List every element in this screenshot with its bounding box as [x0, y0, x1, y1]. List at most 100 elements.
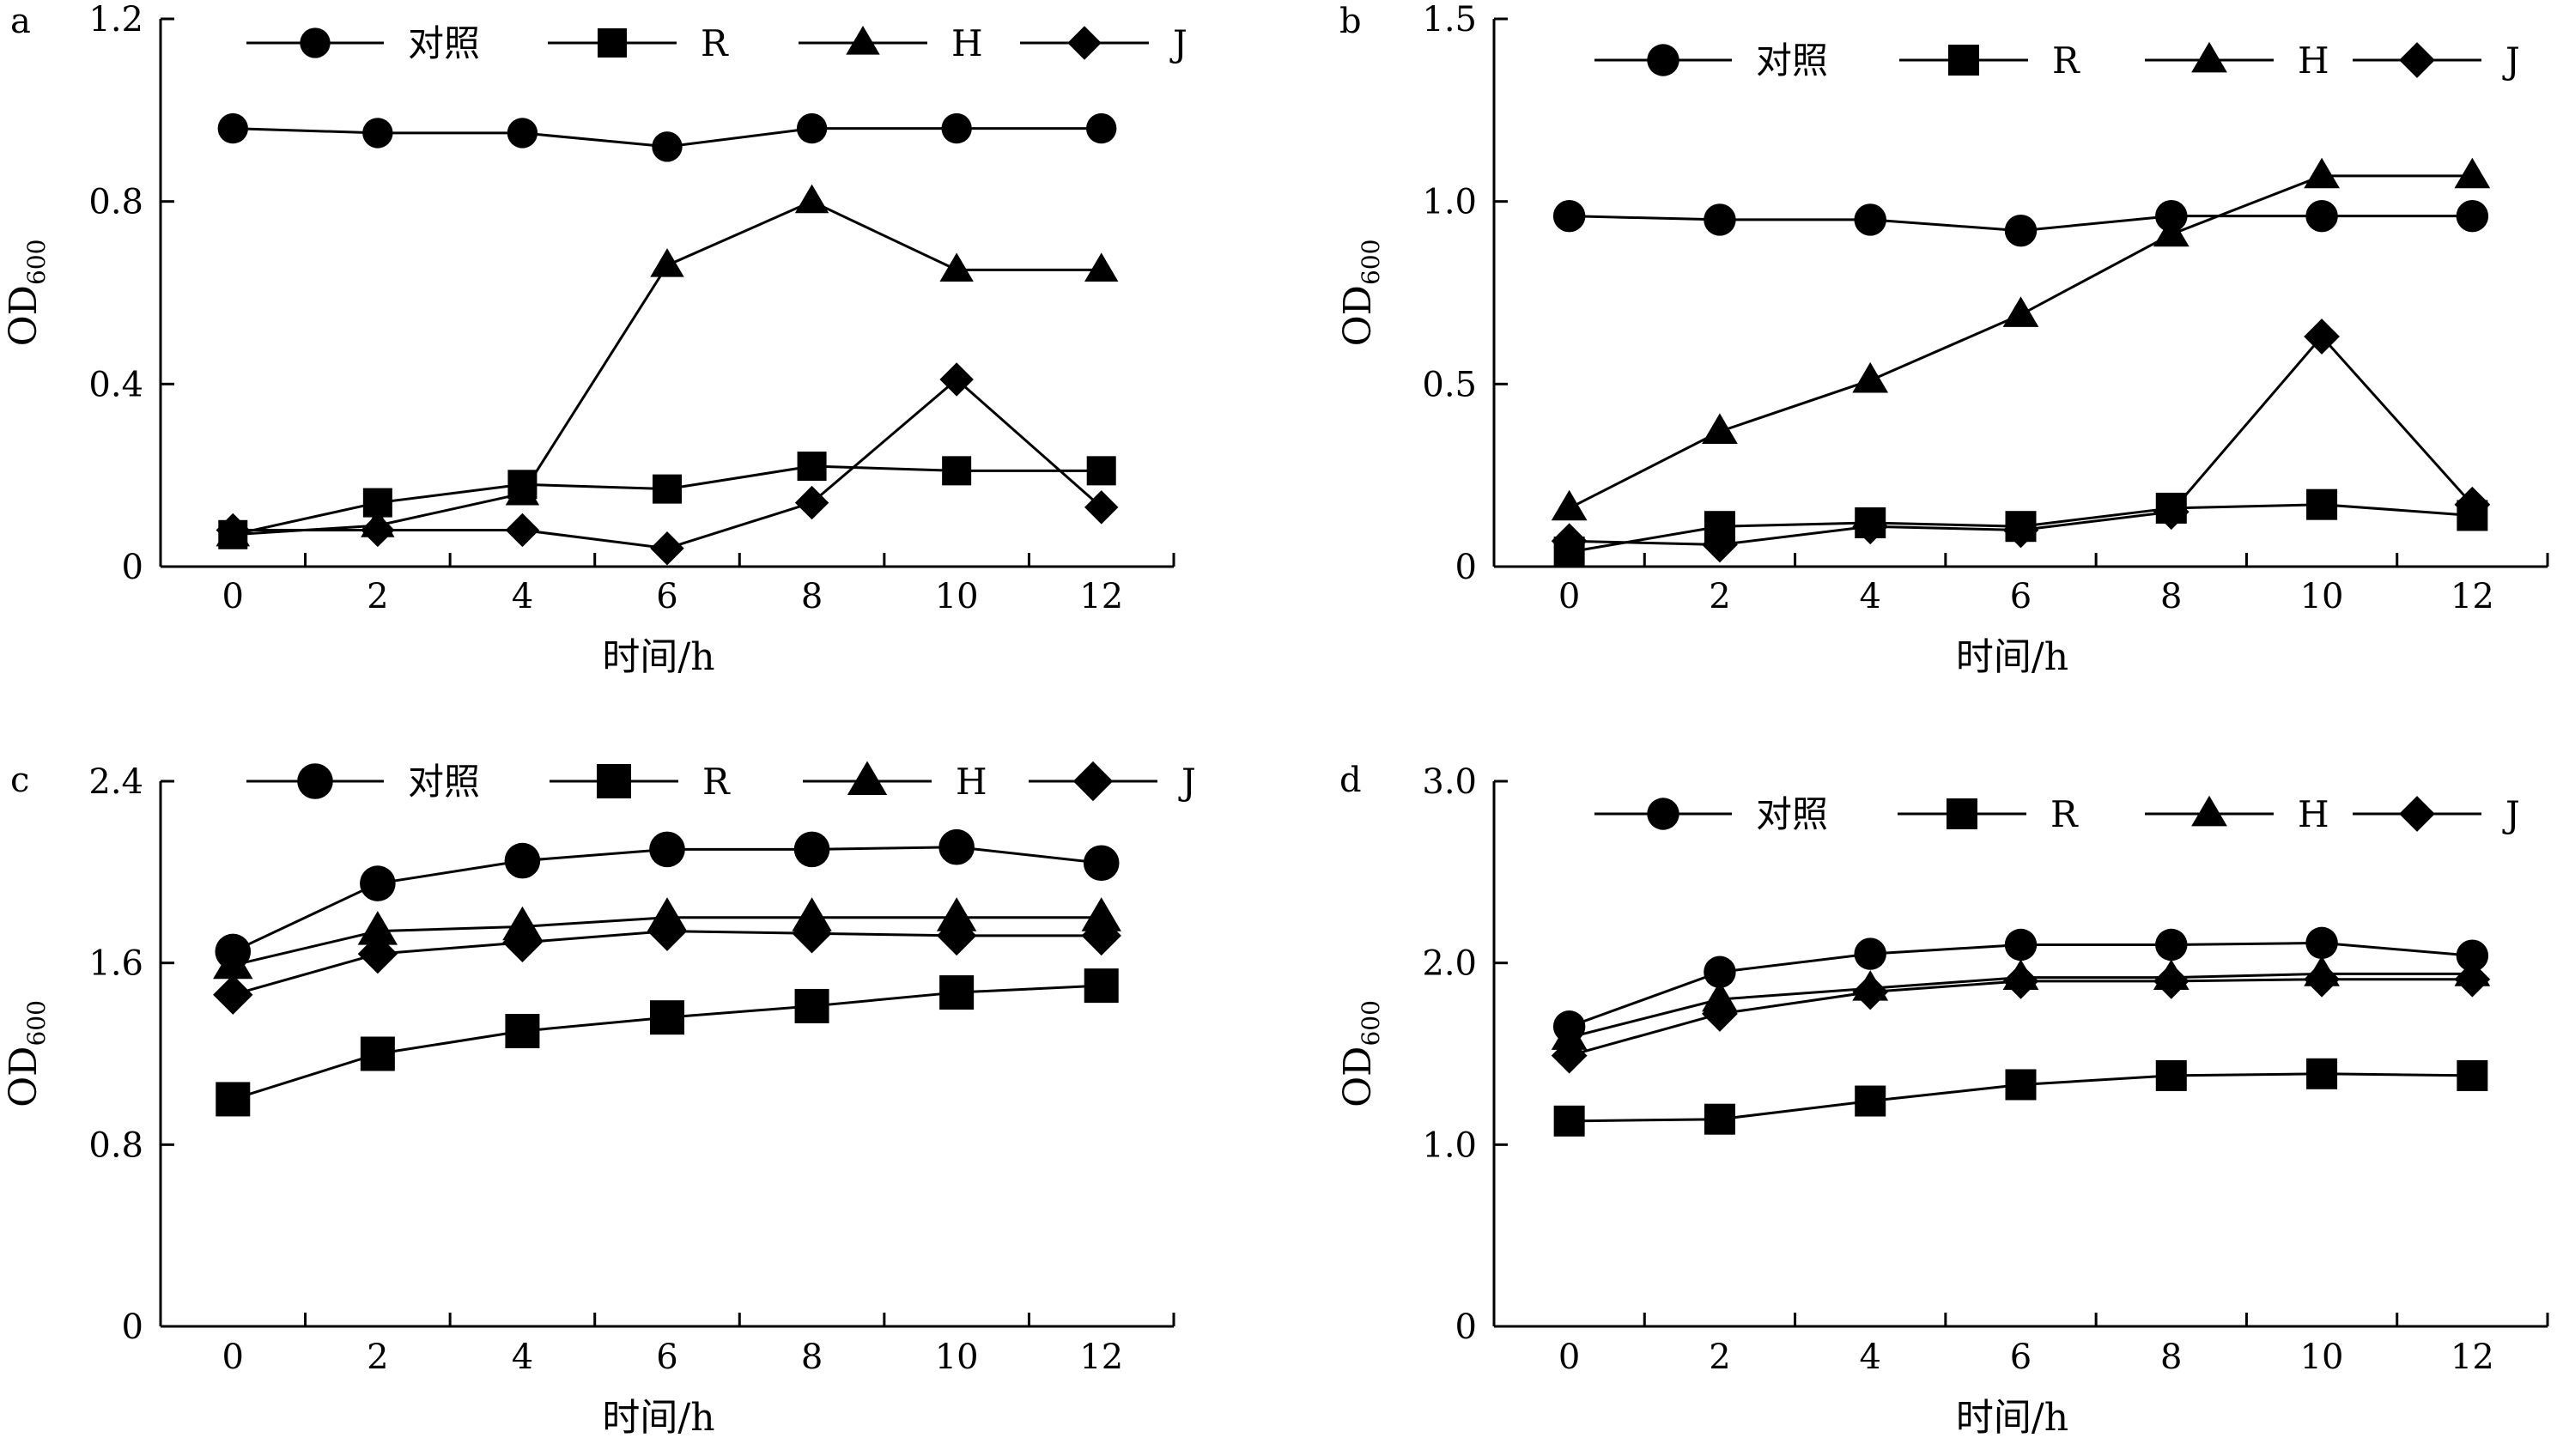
y-axis-title: OD600 — [1336, 240, 1385, 347]
x-tick-label: 0 — [222, 1338, 244, 1377]
data-point — [217, 112, 248, 144]
legend-label: R — [2052, 39, 2080, 82]
legend-label: 对照 — [408, 22, 480, 64]
legend-marker — [847, 761, 888, 795]
data-point — [1086, 456, 1116, 486]
x-tick-label: 6 — [2010, 1338, 2032, 1377]
data-point — [1855, 1085, 1886, 1117]
data-point — [2457, 1059, 2488, 1091]
data-point — [936, 915, 977, 956]
legend-label: J — [2502, 793, 2520, 835]
data-point — [1704, 203, 1736, 236]
data-point — [504, 842, 541, 879]
data-point — [216, 1082, 251, 1117]
y-tick-label: 3.0 — [1422, 762, 1477, 802]
data-point — [2454, 486, 2491, 523]
legend-marker — [846, 25, 880, 55]
panel-letter: a — [10, 2, 31, 41]
x-tick-label: 4 — [1859, 1338, 1880, 1377]
data-point — [505, 1014, 540, 1049]
data-point — [1086, 112, 1117, 144]
data-point — [2305, 199, 2338, 233]
y-axis-title-main: OD — [2, 285, 46, 346]
data-point — [505, 513, 540, 548]
series-triangle — [1551, 157, 2491, 521]
y-tick-label: 1.0 — [1422, 183, 1477, 222]
series-diamond — [213, 911, 1121, 1015]
data-point — [652, 131, 683, 162]
series-square — [1553, 1058, 2488, 1137]
data-point — [2002, 962, 2039, 999]
y-tick-label: 1.0 — [1422, 1125, 1477, 1165]
y-tick-label: 1.5 — [1422, 0, 1477, 39]
legend: 对照 R H J — [246, 761, 1196, 803]
series-circle — [1552, 926, 2489, 1043]
data-point — [1083, 845, 1120, 882]
data-point — [1854, 937, 1886, 970]
x-tick-label: 6 — [2010, 577, 2032, 616]
legend-marker — [1948, 45, 1979, 76]
series-square — [216, 968, 1119, 1117]
y-axis-title: OD600 — [2, 240, 51, 347]
y-axis-title-sub: 600 — [1357, 1000, 1385, 1046]
data-point — [936, 897, 977, 931]
legend-label: J — [1178, 761, 1196, 803]
x-tick-label: 8 — [2160, 577, 2182, 616]
data-point — [2454, 157, 2491, 189]
y-axis-title-main: OD — [1336, 1046, 1380, 1107]
data-point — [1081, 915, 1121, 956]
data-point — [794, 485, 829, 520]
x-tick-label: 12 — [1079, 577, 1123, 616]
data-point — [1553, 1105, 1585, 1137]
data-point — [2005, 1069, 2037, 1101]
x-tick-label: 12 — [2451, 1338, 2494, 1377]
x-tick-label: 8 — [801, 577, 823, 616]
legend-label: H — [956, 761, 987, 803]
y-axis-label: OD600 — [1336, 1000, 1385, 1107]
data-point — [1702, 996, 1738, 1032]
data-point — [2306, 488, 2338, 520]
legend: 对照 R H J — [1594, 39, 2520, 82]
data-point — [1852, 974, 1889, 1010]
x-tick-label: 4 — [512, 1338, 533, 1377]
y-tick-label: 0.5 — [1422, 365, 1477, 404]
x-axis-label: 时间/h — [602, 1396, 714, 1440]
data-point — [2153, 494, 2190, 531]
data-point — [2002, 296, 2039, 327]
data-point — [357, 911, 398, 945]
data-point — [1084, 968, 1119, 1004]
x-tick-label: 0 — [1558, 577, 1580, 616]
legend-marker — [297, 763, 333, 799]
legend-label: H — [951, 22, 983, 64]
data-point — [2305, 926, 2338, 960]
data-point — [2155, 928, 2188, 962]
data-point — [1551, 1037, 1588, 1074]
y-tick-label: 1.6 — [88, 944, 143, 984]
data-point — [1702, 526, 1738, 563]
y-axis-title: OD600 — [2, 1000, 51, 1107]
legend-marker — [1947, 798, 1977, 829]
series-circle — [1552, 199, 2489, 247]
y-tick-label: 0.4 — [88, 365, 143, 404]
x-tick-label: 0 — [1558, 1338, 1580, 1377]
data-point — [2304, 961, 2340, 998]
data-point — [357, 933, 398, 974]
data-point — [647, 911, 688, 951]
legend-marker — [300, 27, 331, 58]
data-point — [2002, 512, 2039, 549]
legend: 对照 R H J — [1594, 793, 2520, 835]
y-tick-label: 1.2 — [88, 0, 143, 39]
y-tick-label: 0.8 — [88, 1125, 143, 1165]
x-tick-label: 10 — [935, 1338, 979, 1377]
x-tick-label: 10 — [2300, 577, 2344, 616]
data-point — [2155, 1059, 2187, 1091]
data-point — [502, 922, 543, 963]
panel-letter: b — [1339, 2, 1362, 41]
data-point — [2304, 157, 2340, 189]
data-point — [938, 828, 975, 865]
y-tick-label: 2.0 — [1422, 944, 1477, 984]
data-point — [942, 456, 972, 486]
data-point — [2153, 215, 2190, 247]
data-point — [939, 975, 975, 1010]
